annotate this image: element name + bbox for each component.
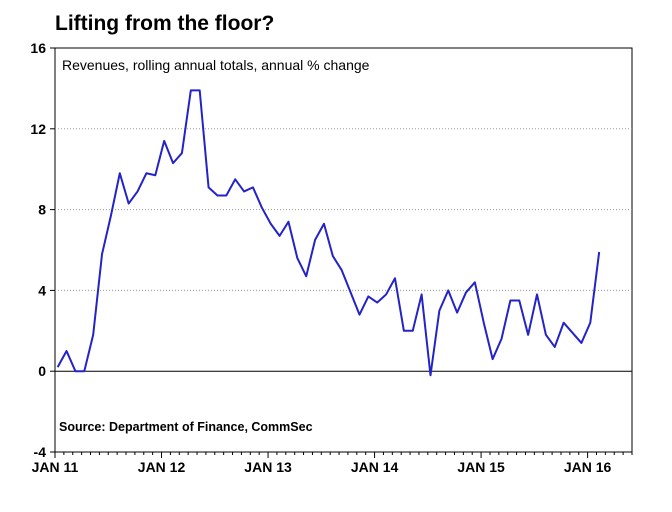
x-tick-label: JAN 16 — [564, 459, 612, 475]
chart-title: Lifting from the floor? — [55, 12, 275, 35]
x-tick-label: JAN 14 — [351, 459, 399, 475]
source-note: Source: Department of Finance, CommSec — [59, 420, 313, 434]
x-tick-label: JAN 15 — [457, 459, 505, 475]
y-tick-label: 4 — [38, 282, 46, 298]
plot-area — [54, 47, 633, 453]
y-tick-label: -4 — [34, 444, 47, 460]
x-tick-label: JAN 12 — [138, 459, 186, 475]
y-tick-label: 8 — [38, 202, 46, 218]
y-tick-label: 16 — [30, 40, 46, 56]
series-line — [56, 89, 601, 377]
x-tick-label: JAN 11 — [32, 459, 79, 475]
y-tick-label: 0 — [38, 363, 46, 379]
y-tick-label: 12 — [30, 121, 46, 137]
x-tick-label: JAN 13 — [244, 459, 292, 475]
chart-subtitle: Revenues, rolling annual totals, annual … — [62, 57, 370, 73]
